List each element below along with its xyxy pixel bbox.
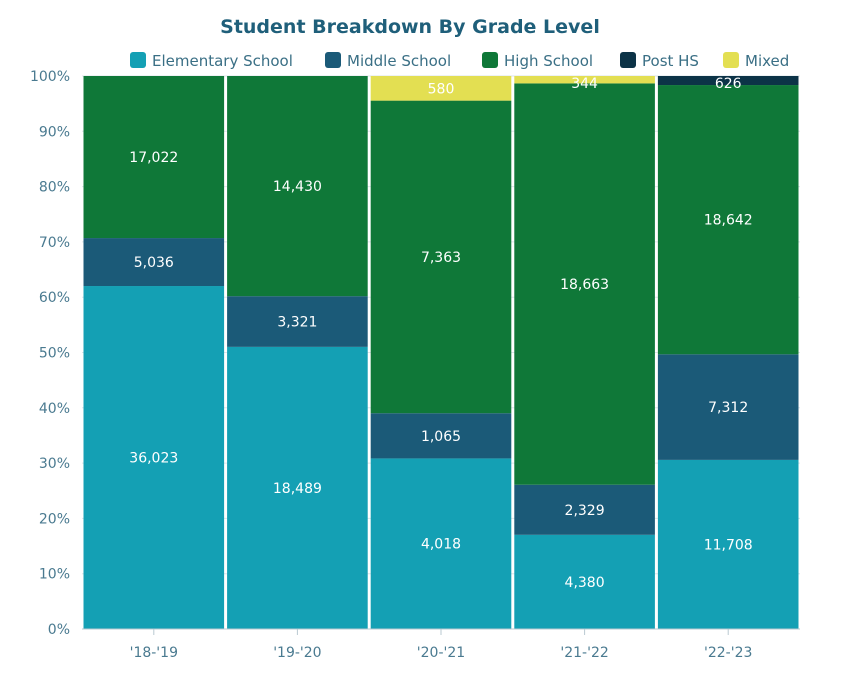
data-label: 344 xyxy=(571,76,598,92)
bar-segment xyxy=(370,76,512,101)
chart-title: Student Breakdown By Grade Level xyxy=(220,16,600,38)
data-label: 11,708 xyxy=(704,537,753,553)
y-tick-label: 100% xyxy=(30,69,70,85)
bar-segment xyxy=(370,100,512,414)
y-tick-label: 80% xyxy=(39,180,70,196)
data-label: 7,312 xyxy=(708,400,748,416)
legend: Elementary School Middle School High Schoo… xyxy=(130,52,789,70)
y-tick-label: 10% xyxy=(39,567,70,583)
legend-swatch xyxy=(482,52,498,68)
legend-item: Middle School xyxy=(325,52,451,70)
legend-swatch xyxy=(130,52,146,68)
y-tick-label: 50% xyxy=(39,346,70,362)
x-tick-label: '19-'20 xyxy=(273,645,321,661)
data-label: 4,380 xyxy=(565,575,605,591)
bar-segment xyxy=(370,413,512,459)
legend-item: Mixed xyxy=(723,52,789,70)
y-tick-label: 60% xyxy=(39,290,70,306)
bar-segment xyxy=(83,238,225,287)
data-label: 2,329 xyxy=(565,503,605,519)
y-tick-label: 20% xyxy=(39,511,70,527)
x-tick-label: '22-'23 xyxy=(704,645,752,661)
bar-segment xyxy=(83,76,225,239)
y-tick-label: 40% xyxy=(39,401,70,417)
data-label: 18,642 xyxy=(704,213,753,229)
bar-segment xyxy=(227,76,368,297)
legend-label: Mixed xyxy=(745,52,789,70)
bar-stack: 18,489 3,321 14,430 xyxy=(227,76,368,629)
y-tick-label: 70% xyxy=(39,235,70,251)
y-axis: 0% 10% 20% 30% 40% 50% 60% 70% 80% 90% 100% xyxy=(30,69,70,638)
bar-segment xyxy=(657,76,799,86)
data-label: 5,036 xyxy=(134,255,174,271)
bar-stack: 4,380 2,329 18,663 344 xyxy=(514,76,655,629)
bar-segment xyxy=(227,296,368,347)
bar-segment xyxy=(657,459,799,629)
data-label: 7,363 xyxy=(421,250,461,266)
x-tick-label: '18-'19 xyxy=(130,645,178,661)
bar-segment xyxy=(370,458,512,629)
bar-segment xyxy=(83,286,225,629)
legend-label: Post HS xyxy=(642,52,699,70)
bar-segment xyxy=(657,85,799,355)
legend-label: Elementary School xyxy=(152,52,293,70)
legend-item: Elementary School xyxy=(130,52,293,70)
bar-segment xyxy=(227,346,368,629)
legend-swatch xyxy=(620,52,636,68)
legend-item: High School xyxy=(482,52,593,70)
data-label: 18,663 xyxy=(560,277,609,293)
x-tick-label: '21-'22 xyxy=(560,645,608,661)
data-label: 3,321 xyxy=(277,315,317,331)
legend-item: Post HS xyxy=(620,52,699,70)
data-label: 17,022 xyxy=(129,150,178,166)
x-tick-label: '20-'21 xyxy=(417,645,465,661)
data-label: 4,018 xyxy=(421,537,461,553)
bar-segment xyxy=(514,83,655,485)
legend-swatch xyxy=(723,52,739,68)
y-tick-label: 0% xyxy=(48,622,70,638)
bar-stack: 36,023 5,036 17,022 xyxy=(83,76,225,629)
y-tick-label: 30% xyxy=(39,456,70,472)
data-label: 14,430 xyxy=(273,179,322,195)
data-label: 18,489 xyxy=(273,481,322,497)
legend-swatch xyxy=(325,52,341,68)
legend-label: Middle School xyxy=(347,52,451,70)
data-label: 626 xyxy=(715,76,742,92)
x-axis: '18-'19 '19-'20 '20-'21 '21-'22 '22-'23 xyxy=(82,628,800,661)
bars: 36,023 5,036 17,022 18,489 3,321 14,430 4,018 1… xyxy=(83,76,799,629)
legend-label: High School xyxy=(504,52,593,70)
data-label: 580 xyxy=(428,81,455,97)
bar-segment xyxy=(514,76,655,84)
bar-stack: 4,018 1,065 7,363 580 xyxy=(370,76,512,629)
data-label: 1,065 xyxy=(421,429,461,445)
bar-segment xyxy=(657,354,799,460)
bar-stack: 11,708 7,312 18,642 626 xyxy=(657,76,799,629)
data-label: 36,023 xyxy=(129,451,178,467)
y-tick-label: 90% xyxy=(39,124,70,140)
bar-segment xyxy=(514,484,655,535)
bar-segment xyxy=(514,534,655,629)
